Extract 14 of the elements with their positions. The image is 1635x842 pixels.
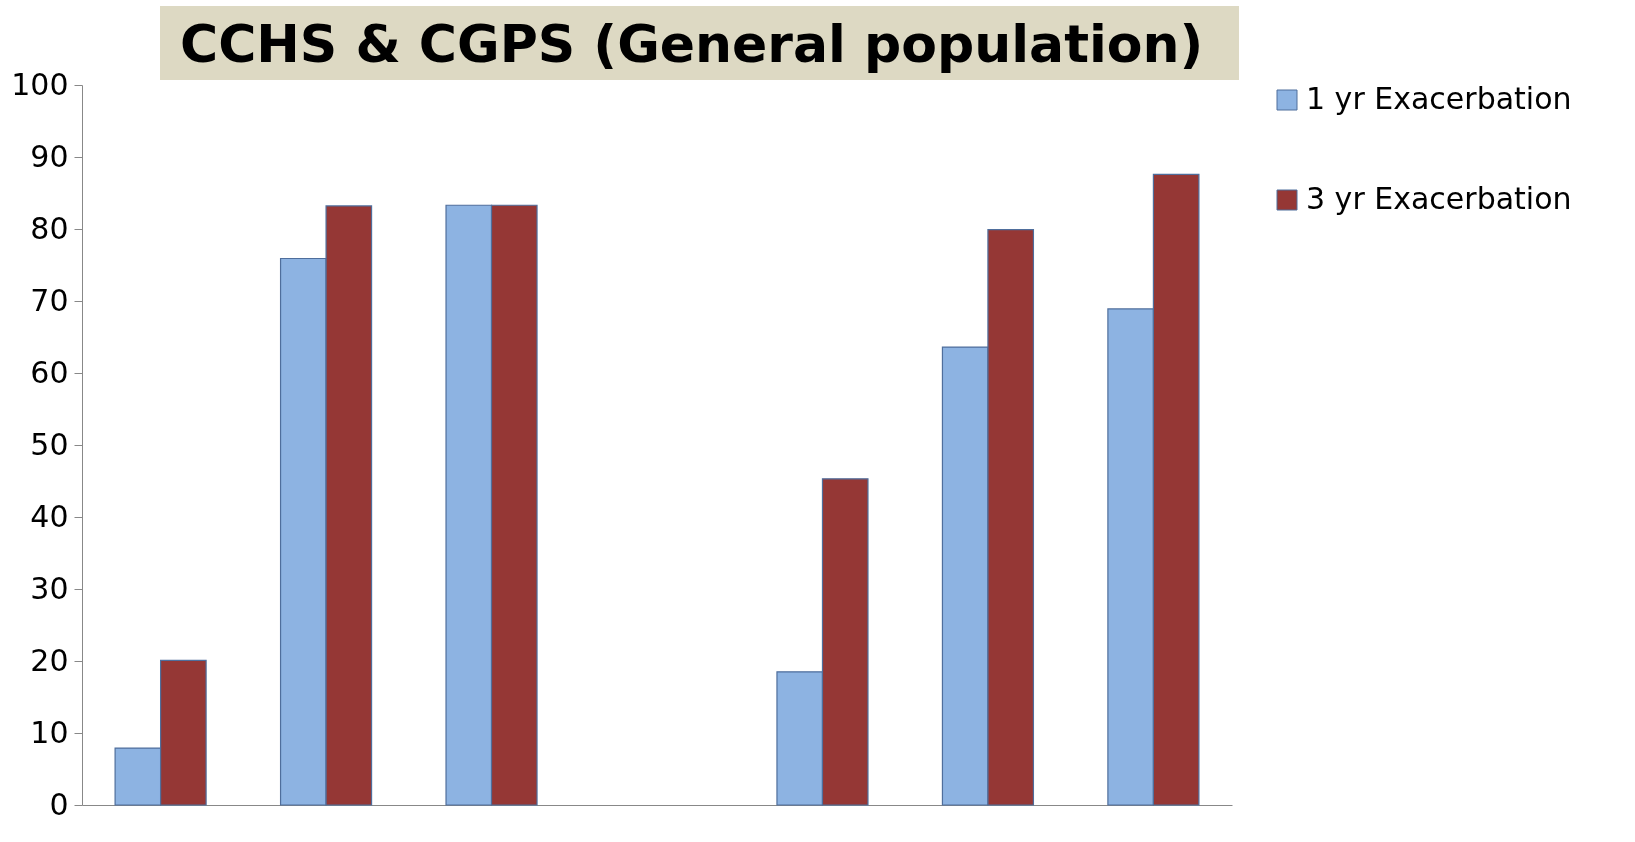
- legend-label: 1 yr Exacerbation: [1306, 81, 1572, 116]
- y-tick-label: 60: [30, 354, 69, 390]
- y-tick-label: 50: [30, 426, 69, 462]
- y-tick-label: 90: [30, 138, 69, 174]
- y-tick-label: 10: [30, 714, 69, 750]
- y-tick-label: 40: [30, 498, 69, 534]
- y-tick-label: 70: [30, 282, 69, 318]
- y-tick-label: 20: [30, 642, 69, 678]
- y-tick-label: 100: [11, 66, 69, 102]
- y-tick-label: 80: [30, 210, 69, 246]
- legend-label: 3 yr Exacerbation: [1306, 181, 1572, 216]
- chart-title: CCHS & CGPS (General population): [160, 6, 1240, 80]
- y-tick-label: 30: [30, 570, 69, 606]
- y-tick-label: 0: [49, 786, 69, 822]
